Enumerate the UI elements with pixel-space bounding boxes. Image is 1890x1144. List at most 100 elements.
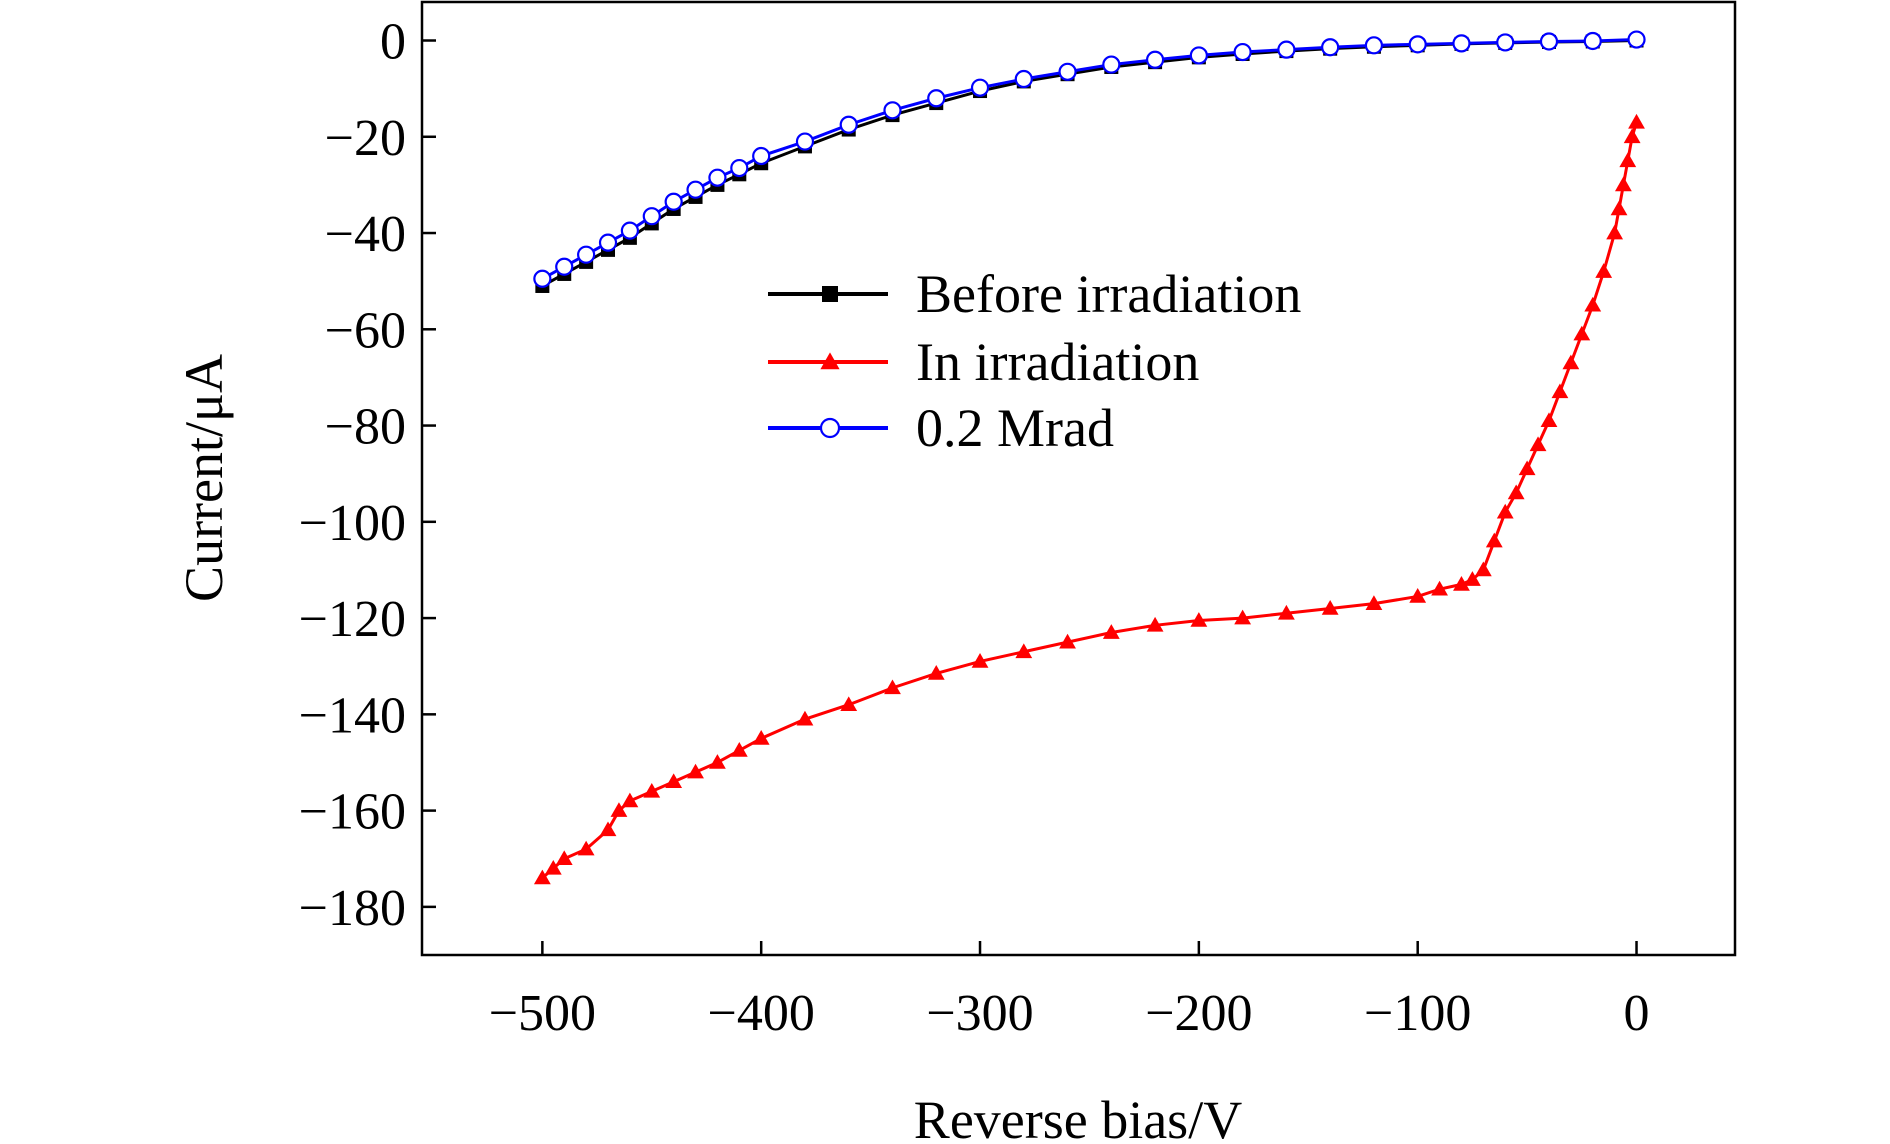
data-point xyxy=(664,192,683,211)
data-point xyxy=(1102,624,1120,639)
data-point xyxy=(970,78,990,97)
data-point xyxy=(1321,600,1339,615)
data-point xyxy=(1595,263,1613,278)
data-point xyxy=(752,730,770,745)
data-point xyxy=(1474,561,1492,577)
data-point xyxy=(610,802,628,817)
y-tick-label: 0 xyxy=(380,14,406,71)
data-point xyxy=(1507,484,1525,500)
data-point xyxy=(1014,69,1033,89)
y-tick-label: −40 xyxy=(325,206,406,263)
data-point xyxy=(1233,42,1252,62)
y-tick-label: −180 xyxy=(299,880,406,937)
y-tick-label: −160 xyxy=(299,784,406,841)
data-point xyxy=(1058,62,1077,81)
plot-frame xyxy=(420,0,1737,957)
x-tick-label: −400 xyxy=(708,985,815,1042)
y-tick-label: −120 xyxy=(299,591,406,648)
data-point xyxy=(752,146,771,166)
data-series xyxy=(533,30,1646,885)
series-line xyxy=(541,39,1637,288)
data-point xyxy=(1146,616,1164,632)
data-point xyxy=(1234,609,1252,625)
data-point xyxy=(1573,325,1591,341)
data-point xyxy=(555,257,574,276)
data-point xyxy=(1540,412,1558,428)
y-tick-label: −140 xyxy=(299,687,406,744)
data-point xyxy=(577,840,595,856)
y-axis-ticks: 0 −20 −40 −60 −80 −100 −120 −140 −160 −180 xyxy=(299,14,436,937)
data-point xyxy=(1145,50,1165,69)
data-point xyxy=(1321,38,1340,57)
legend-label: In irradiation xyxy=(916,332,1199,392)
data-point xyxy=(730,158,749,178)
data-point xyxy=(1364,36,1384,55)
x-tick-label: −100 xyxy=(1364,985,1471,1042)
y-tick-label: −60 xyxy=(325,302,406,359)
data-point xyxy=(1623,128,1641,144)
x-tick-label: −300 xyxy=(926,985,1033,1042)
data-point xyxy=(839,115,858,134)
y-tick-label: −20 xyxy=(325,110,406,167)
data-point xyxy=(883,101,902,120)
data-point xyxy=(820,352,840,370)
data-point xyxy=(620,221,639,240)
data-point xyxy=(533,869,551,885)
data-point xyxy=(1496,503,1514,519)
series-line xyxy=(541,38,1637,281)
data-point xyxy=(1189,46,1208,65)
series-0-2-mrad xyxy=(533,30,1646,288)
y-tick-label: −100 xyxy=(299,495,406,552)
data-point xyxy=(687,763,704,779)
data-point xyxy=(1562,354,1580,370)
data-point xyxy=(1539,32,1559,51)
data-point xyxy=(1583,31,1602,51)
data-point xyxy=(1452,34,1471,53)
data-point xyxy=(1496,33,1515,52)
data-point xyxy=(927,89,946,108)
data-point xyxy=(555,850,573,866)
data-point xyxy=(840,696,858,712)
legend-label: Before irradiation xyxy=(916,264,1301,324)
data-point xyxy=(1464,571,1481,586)
data-point xyxy=(621,792,639,808)
data-point xyxy=(708,168,727,187)
data-point xyxy=(1408,35,1427,54)
data-point xyxy=(819,417,841,439)
data-point xyxy=(686,180,705,199)
x-axis-ticks: −500 −400 −300 −200 −100 0 xyxy=(489,941,1650,1042)
data-point xyxy=(1102,55,1121,74)
data-point xyxy=(1277,40,1296,59)
series-line xyxy=(541,121,1638,880)
x-tick-label: 0 xyxy=(1624,985,1650,1042)
x-axis-title: Reverse bias/V xyxy=(914,1090,1242,1144)
data-point xyxy=(599,821,617,837)
data-point xyxy=(795,132,815,151)
data-point xyxy=(822,286,838,302)
data-point xyxy=(730,742,748,757)
data-point xyxy=(1584,296,1602,312)
data-point xyxy=(533,269,552,288)
data-point xyxy=(1453,575,1470,591)
data-point xyxy=(1277,604,1295,620)
data-point xyxy=(1619,152,1637,168)
data-point xyxy=(1627,30,1646,49)
data-point xyxy=(577,245,596,264)
data-point xyxy=(1614,176,1632,192)
data-point xyxy=(1551,383,1569,399)
data-point xyxy=(1409,588,1427,603)
x-tick-label: −200 xyxy=(1145,985,1252,1042)
data-point xyxy=(971,652,989,668)
data-point xyxy=(643,782,661,798)
data-point xyxy=(598,233,618,252)
data-point xyxy=(1431,580,1448,596)
data-point xyxy=(1529,436,1547,452)
data-point xyxy=(709,754,726,769)
series-before-irradiation xyxy=(535,33,1644,293)
x-tick-label: −500 xyxy=(489,985,596,1042)
data-point xyxy=(1610,200,1628,216)
data-point xyxy=(642,207,661,226)
data-point xyxy=(1059,633,1076,649)
data-point xyxy=(544,859,562,875)
